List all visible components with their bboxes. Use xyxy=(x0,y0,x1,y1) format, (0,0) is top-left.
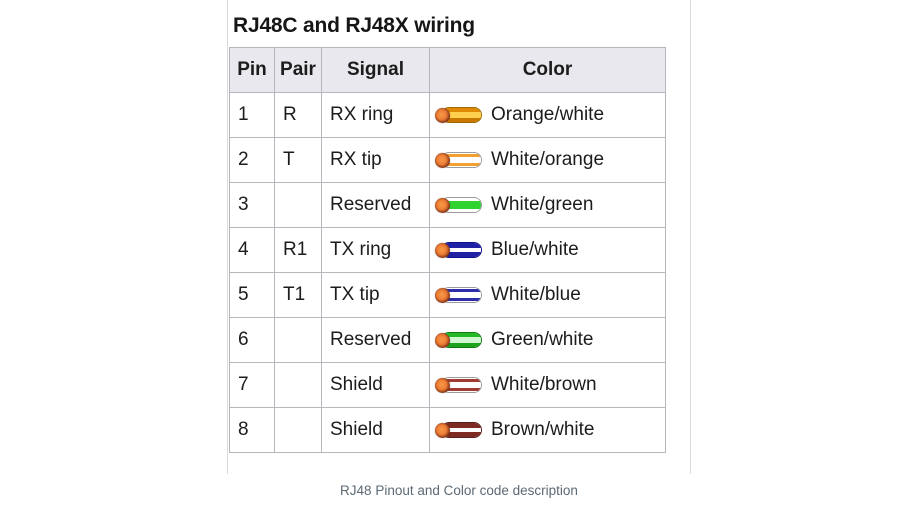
pair-cell xyxy=(274,362,322,408)
color-cell: White/blue xyxy=(429,272,666,318)
copper-end-icon xyxy=(435,152,450,168)
color-label: Brown/white xyxy=(491,419,595,440)
pin-cell: 5 xyxy=(229,272,275,318)
pair-cell xyxy=(274,407,322,453)
wiring-table: Pin Pair Signal Color 1 R RX ring Orange/white… xyxy=(229,47,666,453)
pin-cell: 3 xyxy=(229,182,275,228)
pin-cell: 6 xyxy=(229,317,275,363)
header-cell-signal: Signal xyxy=(321,47,430,93)
copper-end-icon xyxy=(435,197,450,213)
pair-cell: R1 xyxy=(274,227,322,273)
pin-cell: 4 xyxy=(229,227,275,273)
signal-cell: TX tip xyxy=(321,272,430,318)
wire-icon xyxy=(435,376,482,394)
signal-cell: RX ring xyxy=(321,92,430,138)
wire-icon xyxy=(435,421,482,439)
header-cell-pin: Pin xyxy=(229,47,275,93)
table-row-pin-6: 6 Reserved Green/white xyxy=(229,317,666,363)
color-cell: Green/white xyxy=(429,317,666,363)
copper-end-icon xyxy=(435,107,450,123)
signal-cell: TX ring xyxy=(321,227,430,273)
copper-end-icon xyxy=(435,287,450,303)
color-cell: White/green xyxy=(429,182,666,228)
color-cell: White/orange xyxy=(429,137,666,183)
header-cell-color: Color xyxy=(429,47,666,93)
pin-cell: 7 xyxy=(229,362,275,408)
copper-end-icon xyxy=(435,422,450,438)
header-cell-pair: Pair xyxy=(274,47,322,93)
copper-end-icon xyxy=(435,377,450,393)
color-label: White/green xyxy=(491,194,594,215)
wire-icon xyxy=(435,196,482,214)
figure-caption: RJ48 Pinout and Color code description xyxy=(340,483,578,498)
wire-icon xyxy=(435,151,482,169)
pair-cell: T1 xyxy=(274,272,322,318)
table-row-pin-8: 8 Shield Brown/white xyxy=(229,407,666,453)
signal-cell: Shield xyxy=(321,407,430,453)
pair-cell: R xyxy=(274,92,322,138)
color-label: White/blue xyxy=(491,284,581,305)
color-label: White/brown xyxy=(491,374,597,395)
wire-icon xyxy=(435,241,482,259)
figure-panel: RJ48C and RJ48X wiring Pin Pair Signal Colo… xyxy=(227,0,691,474)
signal-cell: Reserved xyxy=(321,317,430,363)
pair-cell: T xyxy=(274,137,322,183)
wire-icon xyxy=(435,286,482,304)
wire-icon xyxy=(435,106,482,124)
pair-cell xyxy=(274,182,322,228)
pin-cell: 8 xyxy=(229,407,275,453)
wire-icon xyxy=(435,331,482,349)
header-row: Pin Pair Signal Color xyxy=(229,47,666,93)
color-cell: Brown/white xyxy=(429,407,666,453)
table-row-pin-3: 3 Reserved White/green xyxy=(229,182,666,228)
table-row-pin-5: 5 T1 TX tip White/blue xyxy=(229,272,666,318)
pair-cell xyxy=(274,317,322,363)
table-title: RJ48C and RJ48X wiring xyxy=(233,14,475,37)
pin-cell: 2 xyxy=(229,137,275,183)
table-header: Pin Pair Signal Color xyxy=(229,47,666,93)
color-cell: Blue/white xyxy=(429,227,666,273)
color-label: White/orange xyxy=(491,149,605,170)
pin-cell: 1 xyxy=(229,92,275,138)
table-row-pin-1: 1 R RX ring Orange/white xyxy=(229,92,666,138)
copper-end-icon xyxy=(435,242,450,258)
signal-cell: Shield xyxy=(321,362,430,408)
color-label: Blue/white xyxy=(491,239,579,260)
copper-end-icon xyxy=(435,332,450,348)
table-row-pin-7: 7 Shield White/brown xyxy=(229,362,666,408)
table-row-pin-2: 2 T RX tip White/orange xyxy=(229,137,666,183)
table-row-pin-4: 4 R1 TX ring Blue/white xyxy=(229,227,666,273)
color-label: Green/white xyxy=(491,329,594,350)
color-cell: Orange/white xyxy=(429,92,666,138)
signal-cell: Reserved xyxy=(321,182,430,228)
signal-cell: RX tip xyxy=(321,137,430,183)
color-label: Orange/white xyxy=(491,104,605,125)
color-cell: White/brown xyxy=(429,362,666,408)
